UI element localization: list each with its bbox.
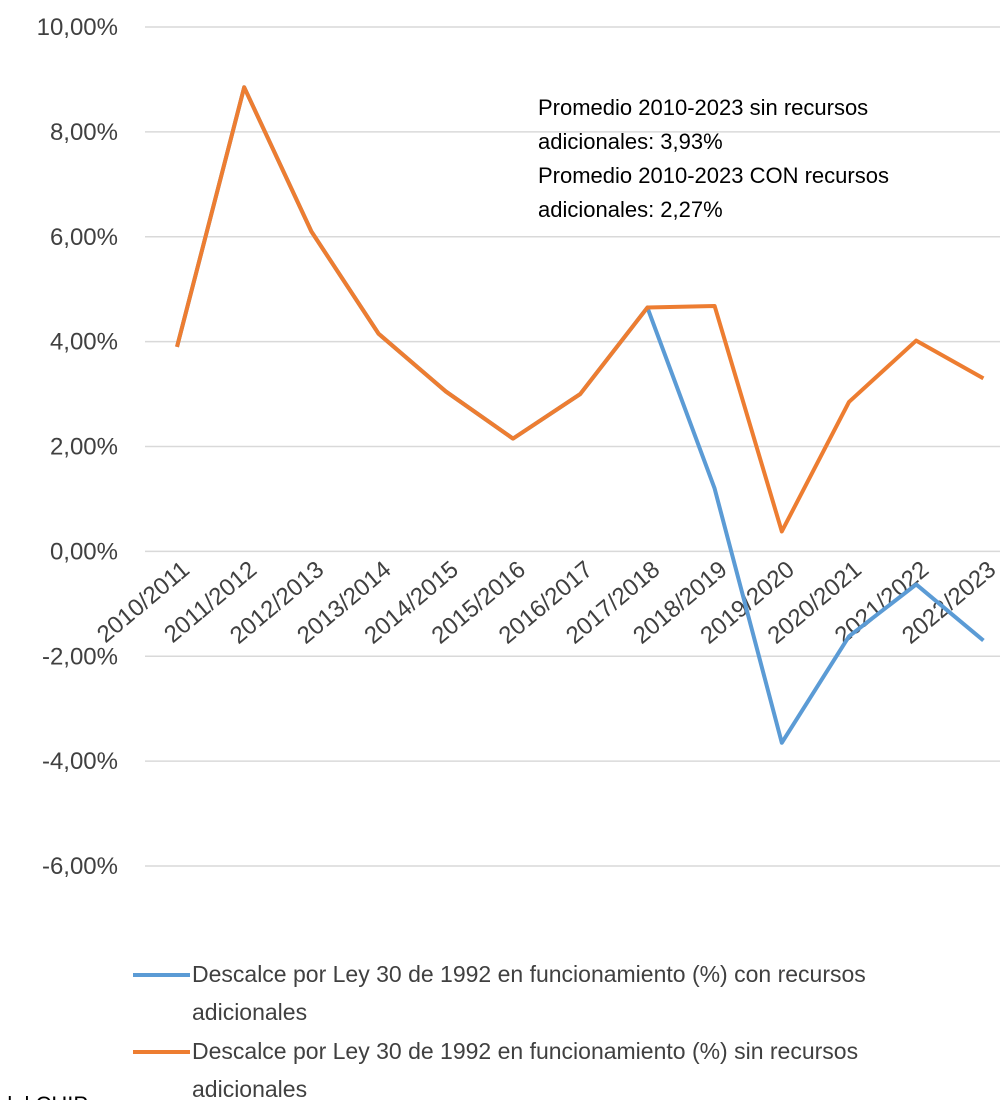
y-tick-label: -2,00% (42, 643, 118, 670)
annotation: adicionales: 3,93% (538, 129, 723, 154)
y-tick-label: 8,00% (50, 119, 118, 146)
y-tick-label: 6,00% (50, 224, 118, 251)
annotation: Promedio 2010-2023 CON recursos (538, 163, 889, 188)
y-tick-label: 4,00% (50, 329, 118, 356)
y-tick-label: -4,00% (42, 748, 118, 775)
series-line (175, 85, 985, 534)
y-tick-label: 10,00% (37, 14, 118, 41)
legend-label: Descalce por Ley 30 de 1992 en funcionam… (192, 961, 866, 1025)
y-tick-label: -6,00% (42, 853, 118, 880)
annotation: adicionales: 2,27% (538, 197, 723, 222)
y-tick-label: 2,00% (50, 434, 118, 461)
annotation: Promedio 2010-2023 sin recursos (538, 95, 868, 120)
footer: del CHIP (0, 1092, 88, 1100)
legend-label: Descalce por Ley 30 de 1992 en funcionam… (192, 1038, 859, 1102)
y-tick-label: 0,00% (50, 538, 118, 565)
